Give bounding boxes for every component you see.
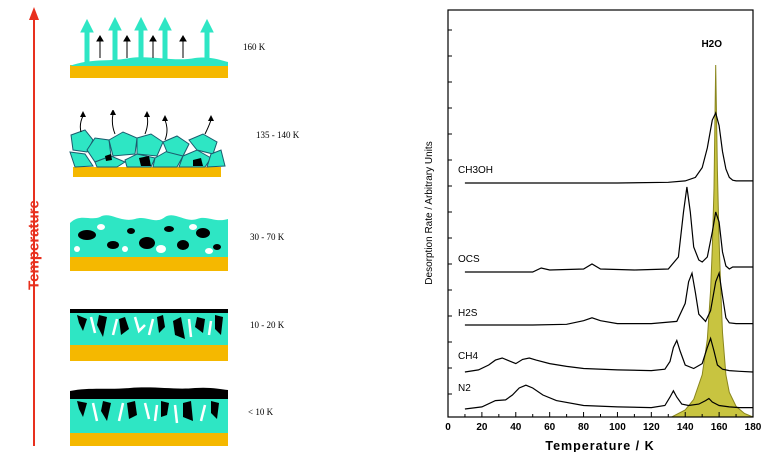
series-label-ch3oh: CH3OH	[458, 165, 493, 176]
x-tick-label: 120	[643, 422, 660, 433]
series-label-ocs: OCS	[458, 254, 480, 265]
series-ocs	[464, 186, 753, 273]
y-axis-title: Desorption Rate / Arbitrary Units	[424, 141, 435, 284]
ice-stages-panel: Temperature 160 K	[0, 0, 330, 452]
series-label-h2s: H2S	[458, 308, 478, 319]
ice-stage-160k	[70, 16, 228, 78]
series-h2o	[671, 64, 754, 418]
tpd-chart: H2O CH3OH OCS H2S CH4 N2 0 20 40 60 80 100 120 140 16…	[424, 9, 762, 453]
x-tick-label: 180	[745, 422, 762, 433]
x-tick-label: 0	[445, 422, 451, 433]
series-ch4	[464, 336, 754, 373]
series-h2s	[464, 270, 753, 326]
x-tick-label: 100	[609, 422, 626, 433]
x-tick-label: 20	[476, 422, 488, 433]
ice-stage-135-140k	[69, 110, 226, 177]
x-tick-label: 60	[544, 422, 556, 433]
x-tick-label: 140	[677, 422, 694, 433]
tpd-chart-panel: H2O CH3OH OCS H2S CH4 N2 0 20 40 60 80 100 120 140 16…	[415, 0, 765, 453]
x-tick-label: 40	[510, 422, 522, 433]
x-tick-label: 80	[578, 422, 590, 433]
stage-label: 10 - 20 K	[250, 320, 285, 330]
series-n2	[464, 384, 753, 410]
series-ch3oh	[464, 111, 753, 184]
series-label-n2: N2	[458, 383, 471, 394]
temperature-arrow	[29, 7, 39, 446]
ice-stage-30-70k	[70, 215, 228, 271]
stage-label: 135 - 140 K	[256, 130, 300, 140]
ice-stage-below-10k	[70, 387, 228, 446]
stage-label: < 10 K	[248, 407, 274, 417]
temperature-axis-label: Temperature	[25, 200, 43, 290]
x-axis-title: Temperature / K	[545, 439, 654, 452]
series-label-h2o: H2O	[701, 39, 722, 50]
x-tick-label: 160	[711, 422, 728, 433]
series-label-ch4: CH4	[458, 351, 478, 362]
ice-stage-10-20k	[70, 309, 228, 361]
stage-label: 160 K	[243, 42, 266, 52]
stage-label: 30 - 70 K	[250, 232, 285, 242]
